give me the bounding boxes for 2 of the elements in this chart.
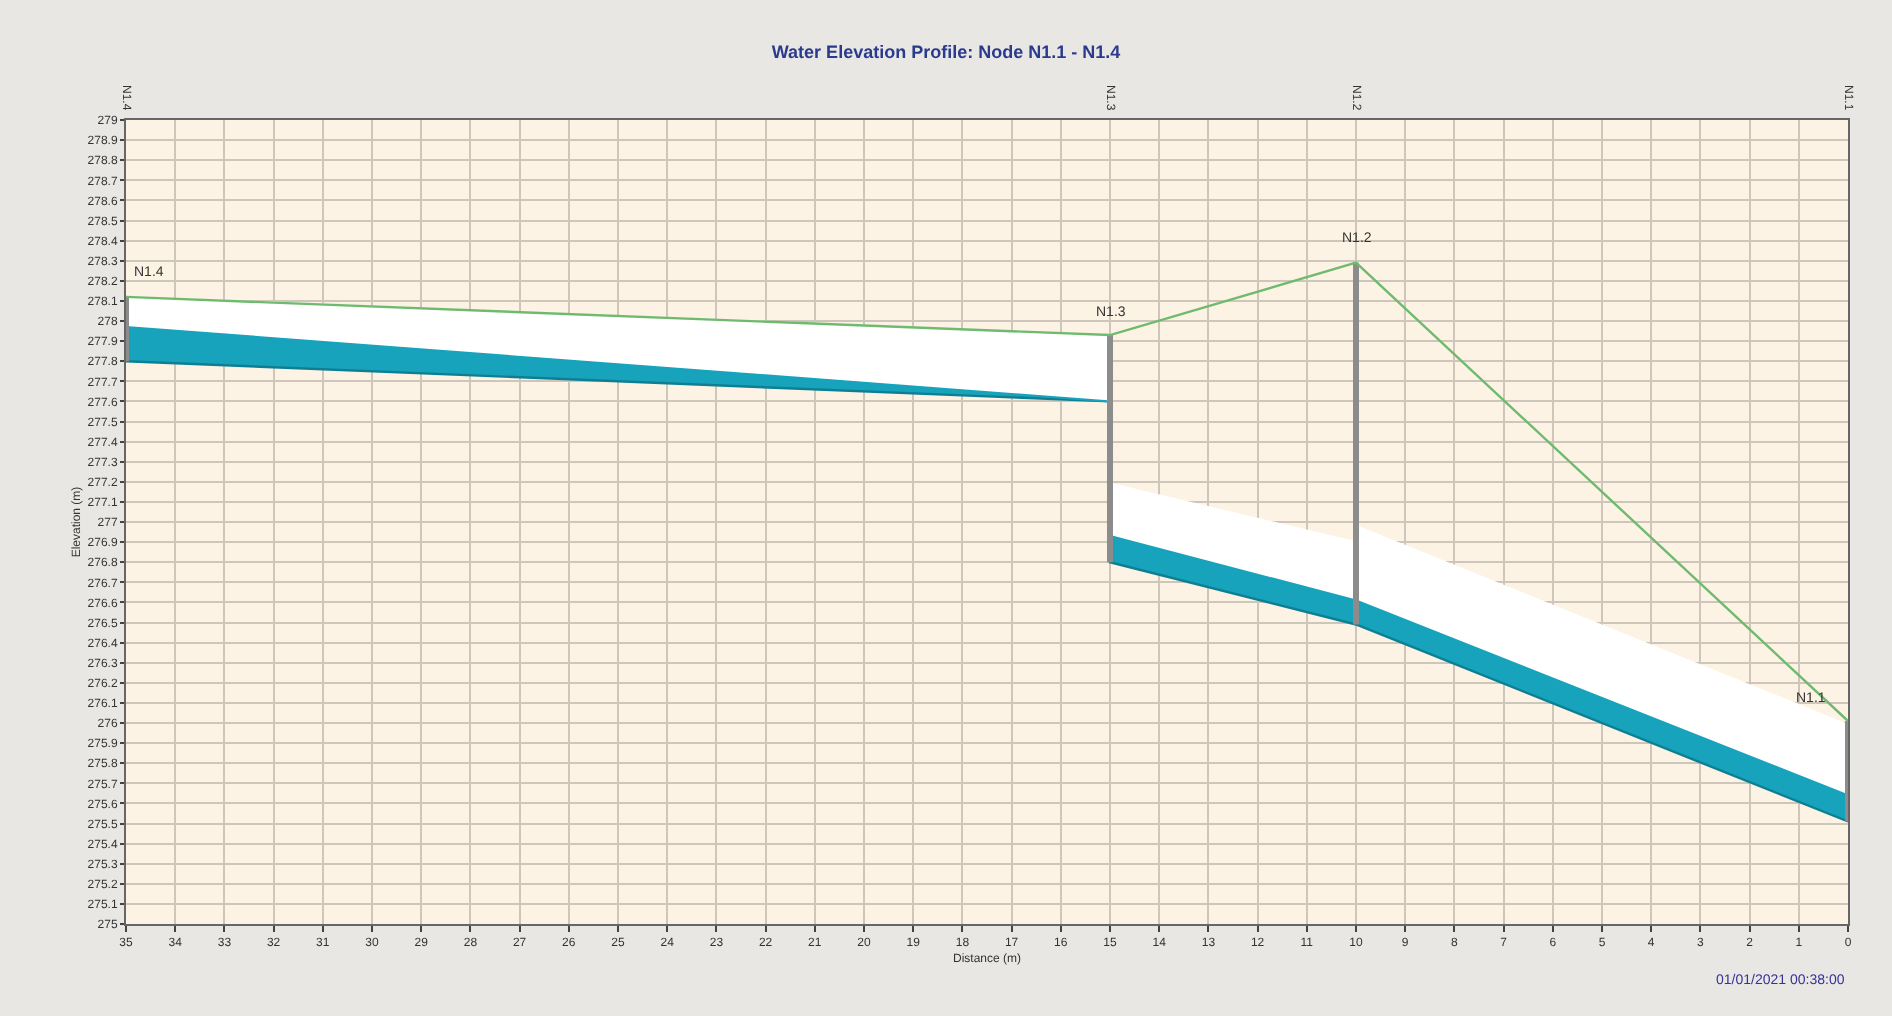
- line-series: [126, 261, 1848, 723]
- chart-title: Water Elevation Profile: Node N1.1 - N1.4: [771, 42, 1121, 63]
